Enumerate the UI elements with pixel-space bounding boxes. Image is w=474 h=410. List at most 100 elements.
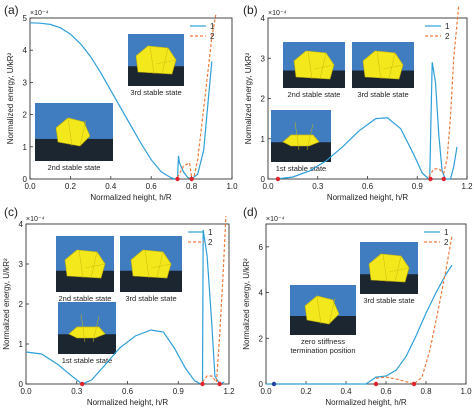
legend-label-2: 2: [445, 32, 450, 41]
y-axis-label: Normalized energy, U/kR²: [6, 52, 15, 144]
series-2-line: [202, 215, 227, 384]
photo-prism-edge: [382, 253, 388, 283]
photo-prism-edge: [149, 45, 155, 75]
photo-prism-edge: [78, 249, 84, 279]
series-1-line: [276, 62, 458, 180]
y-tick-label: 4: [19, 220, 24, 229]
state-photo: 3rd stable state: [120, 236, 182, 303]
series-1-line: [25, 229, 225, 385]
state-photo: 3rd stable state: [128, 34, 184, 97]
legend-label-1: 1: [210, 22, 215, 31]
legend-label-2: 2: [210, 32, 215, 41]
stable-state-marker: [217, 381, 222, 387]
y-tick-label: 4: [259, 289, 264, 298]
x-tick-label: 0.0: [260, 387, 272, 396]
photo-prism-edge: [79, 119, 87, 147]
y-tick-label: 1: [19, 340, 24, 349]
photo-table: [35, 138, 113, 161]
y-tick-label: 2: [261, 95, 266, 104]
photo-table: [58, 334, 116, 354]
photo-prism-edge: [80, 313, 86, 343]
stable-state-marker: [200, 381, 205, 387]
photo-prism-edge: [388, 52, 396, 80]
x-tick-label: 1.2: [223, 387, 235, 396]
y-tick-label: 0: [261, 175, 266, 184]
x-axis-label: Normalized height, h/R: [90, 193, 172, 202]
x-tick-label: 1.0: [226, 182, 238, 191]
photo-prism-edge: [282, 134, 320, 143]
x-tick-label: 0.6: [122, 387, 134, 396]
y-tick-label: 4: [261, 14, 266, 23]
y-tick-label: 5: [23, 14, 28, 23]
y-tick-label: 1: [261, 135, 266, 144]
photo-prism-edge: [294, 121, 300, 151]
stable-state-marker: [428, 176, 433, 182]
photo-prism-edge: [316, 295, 322, 325]
y-tick-label: 2: [259, 334, 264, 343]
y-tick-label: 0: [23, 175, 28, 184]
stable-state-marker: [411, 381, 417, 387]
stable-state-marker: [275, 176, 281, 182]
state-photo: 3rd stable state: [360, 242, 418, 305]
x-tick-label: 1.0: [460, 387, 472, 396]
y-axis-label: Normalized energy, U/kR²: [244, 52, 253, 144]
photo-caption: 1st stable state: [276, 164, 326, 173]
state-photo: 2nd stable state: [283, 42, 345, 99]
series-2-line: [428, 5, 460, 178]
photo-caption: 3rd stable state: [125, 294, 176, 303]
panel-label: (c): [4, 205, 18, 219]
y-multiplier: ×10⁻⁴: [268, 10, 287, 17]
y-tick-label: 2: [19, 300, 24, 309]
x-tick-label: 0.8: [186, 182, 198, 191]
x-tick-label: 0.6: [146, 182, 158, 191]
photo-prism-edge: [376, 50, 382, 80]
panel-label: (d): [243, 205, 258, 219]
y-tick-label: 4: [23, 46, 28, 55]
y-multiplier: ×10⁻⁴: [26, 216, 45, 223]
x-axis-label: Normalized height, h/R: [87, 398, 169, 407]
y-tick-label: 3: [19, 260, 24, 269]
x-tick-label: 0.3: [71, 387, 83, 396]
photo-caption: zero stiffness: [301, 337, 345, 346]
y-multiplier: ×10⁻⁴: [30, 10, 49, 17]
x-tick-label: 0.6: [380, 387, 392, 396]
photo-prism-edge: [161, 47, 169, 75]
x-tick-label: 0.4: [340, 387, 352, 396]
y-axis-label: Normalized energy, U/kR²: [242, 258, 251, 350]
photo-caption: 3rd stable state: [357, 90, 408, 99]
photo-prism-edge: [68, 326, 106, 335]
photo-caption: 2nd stable state: [48, 163, 101, 172]
photo-caption: 3rd stable state: [363, 296, 414, 305]
y-tick-label: 3: [23, 78, 28, 87]
photo-caption: 2nd stable state: [288, 90, 341, 99]
x-tick-label: 0.0: [20, 387, 32, 396]
photo-table: [271, 142, 331, 162]
photo-caption: 2nd stable state: [59, 294, 112, 303]
y-tick-label: 3: [261, 54, 266, 63]
photo-caption: 1st stable state: [62, 356, 112, 365]
x-tick-label: 0.9: [173, 387, 185, 396]
photo-prism-edge: [394, 255, 402, 283]
legend-label-1: 1: [208, 228, 213, 237]
x-tick-label: 0.0: [24, 182, 36, 191]
stable-state-marker: [441, 176, 446, 182]
x-tick-label: 0.6: [362, 182, 374, 191]
photo-prism-edge: [306, 123, 314, 151]
photo-prism-edge: [92, 315, 100, 343]
photo-prism-edge: [156, 251, 164, 279]
stable-state-marker: [373, 381, 379, 387]
y-tick-label: 2: [23, 111, 28, 120]
state-photo: 3rd stable state: [352, 42, 414, 99]
stable-state-marker: [80, 381, 85, 387]
y-tick-label: 1: [23, 143, 28, 152]
legend-label-1: 1: [445, 22, 450, 31]
photo-prism-edge: [319, 52, 327, 80]
stable-state-marker: [175, 176, 180, 182]
x-tick-label: 0.2: [300, 387, 312, 396]
y-axis-label: Normalized energy, U/kR²: [2, 258, 11, 350]
photo-prism-edge: [90, 251, 98, 279]
